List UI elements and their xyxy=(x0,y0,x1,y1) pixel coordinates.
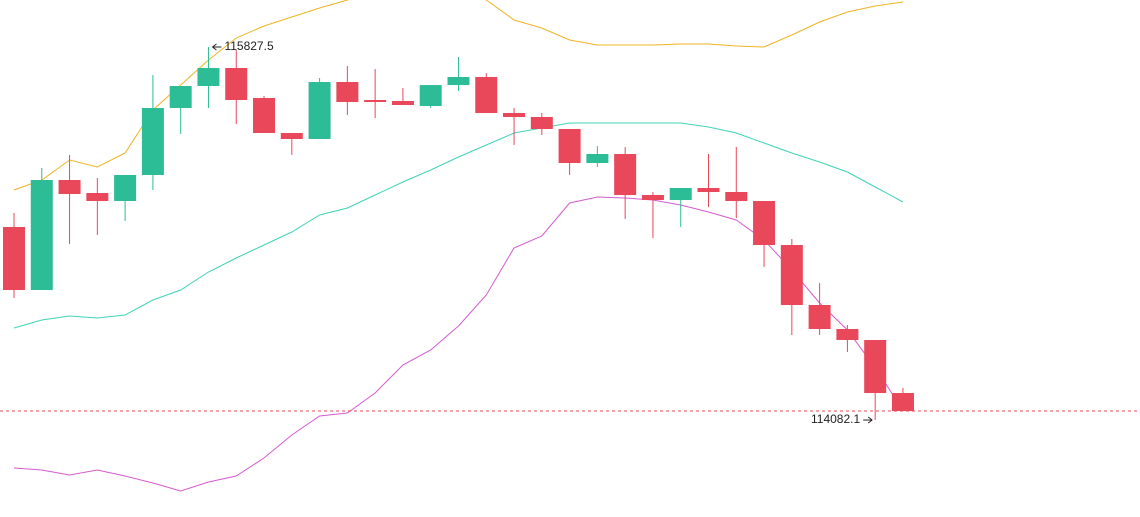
candle-body xyxy=(364,100,387,102)
candle-body xyxy=(558,128,581,164)
candle-body xyxy=(114,174,137,202)
candle-body xyxy=(58,179,81,194)
band-line xyxy=(13,122,904,329)
candle-body xyxy=(530,116,553,129)
candle-body xyxy=(30,179,53,291)
candle-body xyxy=(614,154,637,196)
arrow-head xyxy=(867,416,873,424)
candle-body xyxy=(141,107,164,175)
candle-body xyxy=(753,201,776,245)
candle-body xyxy=(780,244,803,306)
candle-body xyxy=(669,187,692,201)
candle-body xyxy=(641,195,664,201)
band-line xyxy=(13,0,904,191)
candle-body xyxy=(308,82,331,140)
candle-body xyxy=(808,305,831,330)
candle-body xyxy=(447,77,470,86)
candle-body xyxy=(836,329,859,341)
candle-body xyxy=(3,226,25,291)
arrow-head xyxy=(212,43,217,51)
candle-body xyxy=(586,154,609,164)
candle-body xyxy=(86,192,109,202)
candle-body xyxy=(475,77,498,113)
min-label: 114082.1 xyxy=(811,412,860,426)
candle-body xyxy=(225,68,248,101)
candle-body xyxy=(725,192,748,202)
max-label: 115827.5 xyxy=(224,39,273,53)
candle-body xyxy=(197,68,220,87)
candle-body xyxy=(391,101,414,106)
candle-body xyxy=(503,112,526,117)
candle-body xyxy=(864,340,887,394)
candle-body xyxy=(336,82,359,102)
candle-body xyxy=(169,86,192,108)
candle-body xyxy=(697,187,720,193)
candle-body xyxy=(891,393,914,412)
candle-body xyxy=(419,85,442,107)
plot-area xyxy=(3,0,914,492)
candle-body xyxy=(280,133,303,140)
candle-body xyxy=(253,97,276,134)
